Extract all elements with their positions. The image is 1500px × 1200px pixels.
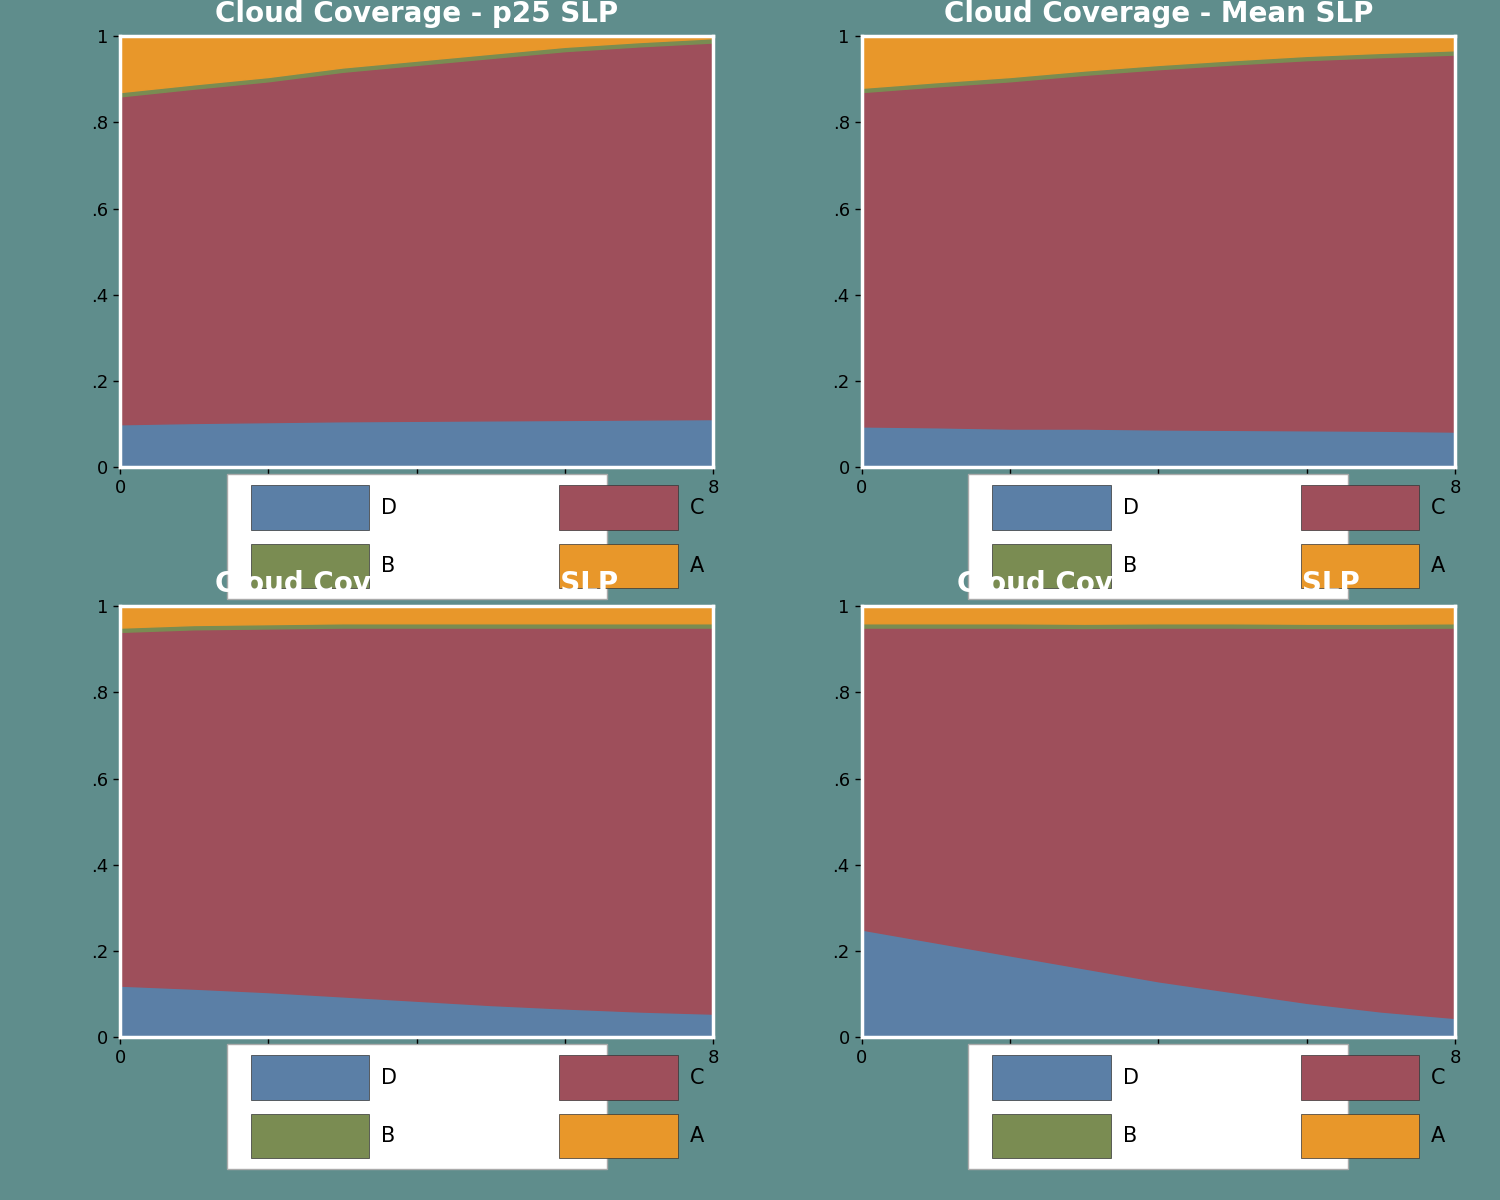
Title: Cloud Coverage - p25 SLP: Cloud Coverage - p25 SLP	[214, 0, 618, 28]
Bar	[560, 1055, 678, 1099]
Text: A: A	[690, 1126, 703, 1146]
Bar	[992, 1114, 1112, 1158]
Bar	[1300, 1114, 1419, 1158]
Bar	[992, 485, 1112, 529]
Bar	[1300, 1055, 1419, 1099]
Bar	[251, 1114, 369, 1158]
Text: D: D	[1122, 1068, 1138, 1087]
Text: A: A	[1431, 556, 1446, 576]
Text: B: B	[1122, 1126, 1137, 1146]
Text: D: D	[381, 1068, 398, 1087]
Text: B: B	[1122, 556, 1137, 576]
Title: Cloud Coverage - Mean SLP: Cloud Coverage - Mean SLP	[944, 0, 1372, 28]
Bar	[1300, 485, 1419, 529]
Title: Cloud Coverage - p99 SLP: Cloud Coverage - p99 SLP	[957, 570, 1359, 598]
Bar	[251, 1055, 369, 1099]
Text: D: D	[381, 498, 398, 517]
Bar	[992, 544, 1112, 588]
Bar	[560, 485, 678, 529]
Bar	[251, 485, 369, 529]
X-axis label: Cloud Coverage: Cloud Coverage	[330, 503, 502, 522]
Text: C: C	[1431, 498, 1446, 517]
Bar	[992, 1055, 1112, 1099]
Bar	[226, 474, 606, 599]
Text: A: A	[1431, 1126, 1446, 1146]
Bar	[969, 1044, 1348, 1169]
X-axis label: Cloud Coverage: Cloud Coverage	[330, 1073, 502, 1092]
Bar	[560, 544, 678, 588]
Bar	[969, 474, 1348, 599]
Text: C: C	[1431, 1068, 1446, 1087]
Title: Cloud Coverage - p75 SLP: Cloud Coverage - p75 SLP	[214, 570, 618, 598]
X-axis label: Cloud Coverage: Cloud Coverage	[1072, 1073, 1245, 1092]
Bar	[251, 544, 369, 588]
Text: C: C	[690, 1068, 703, 1087]
Bar	[226, 1044, 606, 1169]
Text: C: C	[690, 498, 703, 517]
Text: B: B	[381, 556, 396, 576]
Bar	[560, 1114, 678, 1158]
Text: D: D	[1122, 498, 1138, 517]
X-axis label: Cloud Coverage: Cloud Coverage	[1072, 503, 1245, 522]
Text: A: A	[690, 556, 703, 576]
Text: B: B	[381, 1126, 396, 1146]
Bar	[1300, 544, 1419, 588]
